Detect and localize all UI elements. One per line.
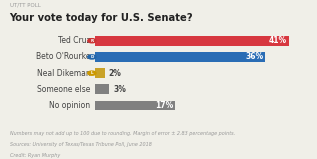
Bar [95,52,265,62]
Text: D: D [90,55,94,59]
Text: L: L [91,71,93,75]
Text: 3%: 3% [113,85,126,94]
Text: 41%: 41% [269,36,287,45]
Text: 2%: 2% [108,69,121,78]
Text: UT/TT POLL: UT/TT POLL [10,2,40,7]
Text: Sources: University of Texas/Texas Tribune Poll, June 2018: Sources: University of Texas/Texas Tribu… [10,142,152,147]
Bar [95,36,289,46]
Text: R: R [90,39,94,43]
Bar [95,68,105,78]
Text: 36%: 36% [245,52,263,61]
Text: Credit: Ryan Murphy: Credit: Ryan Murphy [10,153,60,158]
Bar [95,84,109,94]
Text: Neal Dikeman: Neal Dikeman [36,69,90,78]
Bar [95,101,175,111]
Text: 17%: 17% [155,101,173,110]
Text: Beto O'Rourke: Beto O'Rourke [36,52,90,61]
Text: Numbers may not add up to 100 due to rounding. Margin of error ± 2.83 percentage: Numbers may not add up to 100 due to rou… [10,131,235,136]
Text: Ted Cruz: Ted Cruz [58,36,90,45]
Text: No opinion: No opinion [49,101,90,110]
Text: Your vote today for U.S. Senate?: Your vote today for U.S. Senate? [10,13,193,23]
Text: Someone else: Someone else [37,85,90,94]
